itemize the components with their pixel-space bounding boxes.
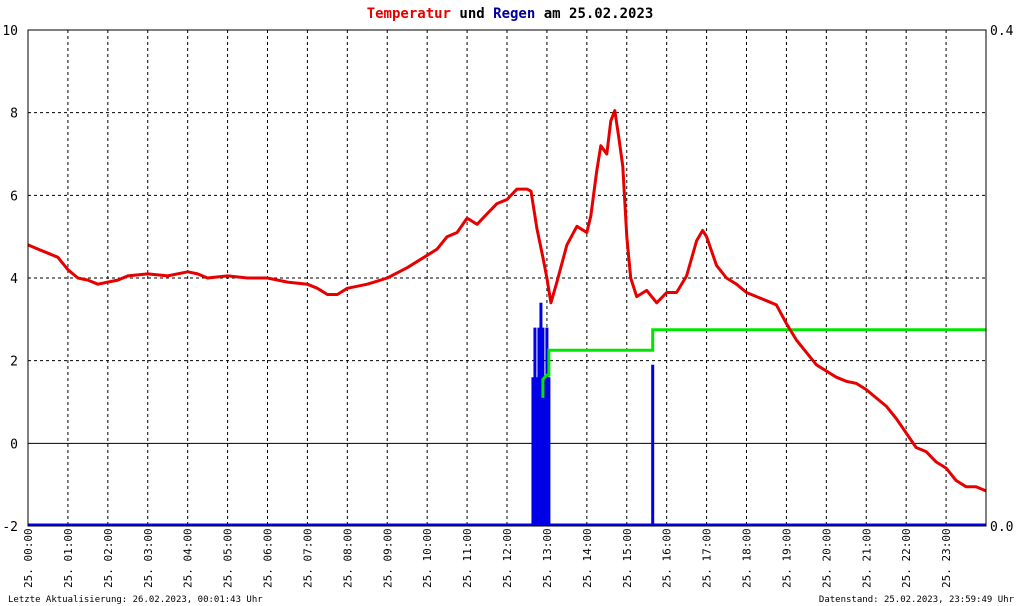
y-tick-label-left: 0 [10, 437, 18, 452]
x-tick-label: 25. 04:00 [182, 528, 195, 588]
y-tick-label-right: 0.0 [990, 520, 1013, 535]
x-tick-label: 25. 19:00 [780, 528, 793, 588]
x-tick-label: 25. 10:00 [421, 528, 434, 588]
title-temperature: Temperatur [367, 6, 451, 22]
x-tick-label: 25. 09:00 [381, 528, 394, 588]
x-tick-label: 25. 22:00 [900, 528, 913, 588]
x-tick-label: 25. 13:00 [541, 528, 554, 588]
x-tick-label: 25. 03:00 [142, 528, 155, 588]
y-tick-label-left: 4 [10, 272, 18, 287]
x-tick-label: 25. 11:00 [461, 528, 474, 588]
axes: 10 8 6 4 2 0 -2 0.4 0.0 25. 00:00 25. 01:00 25. 02:… [2, 24, 1013, 588]
x-tick-label: 25. 21:00 [860, 528, 873, 588]
chart-title: Temperatur und Regen am 25.02.2023 [367, 6, 654, 22]
x-tick-label: 25. 15:00 [621, 528, 634, 588]
x-tick-label: 25. 01:00 [62, 528, 75, 588]
y-tick-label-left: 8 [10, 107, 18, 122]
title-und: und [451, 6, 493, 22]
x-tick-label: 25. 08:00 [341, 528, 354, 588]
y-tick-label-left: 6 [10, 189, 18, 204]
y-tick-label-left: 10 [2, 24, 18, 39]
y-tick-label-right: 0.4 [990, 24, 1014, 39]
rain-total-line [541, 328, 986, 398]
x-tick-label: 25. 00:00 [22, 528, 35, 588]
grid-lines [28, 30, 986, 526]
x-tick-label: 25. 16:00 [661, 528, 674, 588]
x-tick-label: 25. 02:00 [102, 528, 115, 588]
x-tick-label: 25. 05:00 [222, 528, 235, 588]
x-tick-label: 25. 12:00 [501, 528, 514, 588]
x-tick-label: 25. 14:00 [581, 528, 594, 588]
y-tick-label-left: 2 [10, 355, 18, 370]
footer-data-status: Datenstand: 25.02.2023, 23:59:49 Uhr [819, 595, 1015, 605]
title-date: am 25.02.2023 [535, 6, 653, 22]
x-tick-label: 25. 06:00 [262, 528, 275, 588]
footer-last-update: Letzte Aktualisierung: 26.02.2023, 00:01… [8, 595, 263, 605]
title-regen: Regen [493, 6, 535, 22]
temperature-line [27, 109, 987, 493]
x-tick-label: 25. 23:00 [940, 528, 953, 588]
y-tick-label-left: -2 [2, 520, 18, 535]
x-tick-label: 25. 20:00 [820, 528, 833, 588]
x-tick-label: 25. 17:00 [701, 528, 714, 588]
plot-frame [27, 29, 987, 527]
x-tick-label: 25. 07:00 [301, 528, 314, 588]
x-tick-label: 25. 18:00 [741, 528, 754, 588]
series-group [27, 109, 987, 527]
